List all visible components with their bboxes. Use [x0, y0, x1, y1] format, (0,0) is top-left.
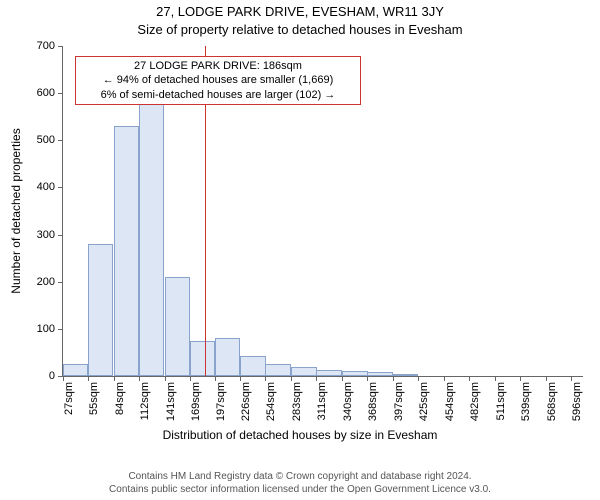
- histogram-bar: [291, 367, 316, 376]
- xtick: [367, 376, 368, 381]
- footer-line-2: Contains public sector information licen…: [0, 484, 600, 497]
- xtick: [240, 376, 241, 381]
- xtick: [469, 376, 470, 381]
- histogram-bar: [139, 91, 164, 376]
- xtick-label: 482sqm: [469, 382, 481, 421]
- xtick-label: 397sqm: [393, 382, 405, 421]
- ytick-label: 700: [37, 40, 63, 52]
- chart-container: { "title_line1": "27, LODGE PARK DRIVE, …: [0, 0, 600, 500]
- xtick-label: 283sqm: [291, 382, 303, 421]
- xtick-label: 568sqm: [546, 382, 558, 421]
- xtick: [520, 376, 521, 381]
- xtick-label: 112sqm: [139, 382, 151, 420]
- xtick: [495, 376, 496, 381]
- xtick-label: 226sqm: [240, 382, 252, 421]
- histogram-bar: [265, 364, 290, 376]
- xtick-label: 141sqm: [165, 382, 177, 421]
- xtick: [165, 376, 166, 381]
- xtick: [88, 376, 89, 381]
- histogram-bar: [190, 341, 215, 376]
- xtick: [571, 376, 572, 381]
- xtick: [444, 376, 445, 381]
- xtick-label: 539sqm: [520, 382, 532, 421]
- xtick: [139, 376, 140, 381]
- ytick-label: 500: [37, 134, 63, 146]
- footer-line-1: Contains HM Land Registry data © Crown c…: [0, 471, 600, 484]
- ytick-label: 600: [37, 87, 63, 99]
- ytick-label: 0: [49, 370, 63, 382]
- xtick: [63, 376, 64, 381]
- xtick-label: 425sqm: [418, 382, 430, 421]
- xtick-label: 254sqm: [265, 382, 277, 421]
- histogram-bar: [240, 356, 265, 376]
- xtick: [393, 376, 394, 381]
- plot-area: 010020030040050060070027sqm55sqm84sqm112…: [62, 46, 583, 377]
- annotation-line-3: 6% of semi-detached houses are larger (1…: [82, 88, 354, 102]
- ytick-label: 400: [37, 181, 63, 193]
- xtick-label: 169sqm: [190, 382, 202, 421]
- histogram-bar: [316, 370, 341, 376]
- histogram-bar: [114, 126, 139, 376]
- xtick-label: 27sqm: [63, 382, 75, 415]
- histogram-bar: [165, 277, 190, 376]
- annotation-line-2: ← 94% of detached houses are smaller (1,…: [82, 73, 354, 87]
- ytick-label: 300: [37, 229, 63, 241]
- annotation-box: 27 LODGE PARK DRIVE: 186sqm ← 94% of det…: [75, 56, 361, 105]
- xtick-label: 368sqm: [367, 382, 379, 421]
- xtick: [546, 376, 547, 381]
- xtick-label: 511sqm: [495, 382, 507, 420]
- title-line-2: Size of property relative to detached ho…: [0, 22, 600, 37]
- footer: Contains HM Land Registry data © Crown c…: [0, 471, 600, 496]
- xtick: [342, 376, 343, 381]
- xtick: [114, 376, 115, 381]
- xtick: [190, 376, 191, 381]
- annotation-line-1: 27 LODGE PARK DRIVE: 186sqm: [82, 59, 354, 73]
- xtick: [215, 376, 216, 381]
- ytick-label: 200: [37, 276, 63, 288]
- histogram-bar: [367, 372, 392, 376]
- xtick-label: 311sqm: [316, 382, 328, 420]
- xtick-label: 454sqm: [444, 382, 456, 421]
- xtick-label: 84sqm: [114, 382, 126, 415]
- histogram-bar: [393, 374, 418, 376]
- xtick-label: 596sqm: [571, 382, 583, 421]
- xtick: [316, 376, 317, 381]
- x-axis-label: Distribution of detached houses by size …: [0, 428, 600, 442]
- title-line-1: 27, LODGE PARK DRIVE, EVESHAM, WR11 3JY: [0, 4, 600, 19]
- histogram-bar: [342, 371, 367, 376]
- xtick-label: 340sqm: [342, 382, 354, 421]
- histogram-bar: [215, 338, 240, 376]
- xtick: [291, 376, 292, 381]
- xtick: [265, 376, 266, 381]
- xtick-label: 55sqm: [88, 382, 100, 415]
- xtick: [418, 376, 419, 381]
- ytick-label: 100: [37, 323, 63, 335]
- histogram-bar: [63, 364, 88, 376]
- y-axis-label: Number of detached properties: [9, 128, 23, 293]
- xtick-label: 197sqm: [215, 382, 227, 421]
- histogram-bar: [88, 244, 113, 376]
